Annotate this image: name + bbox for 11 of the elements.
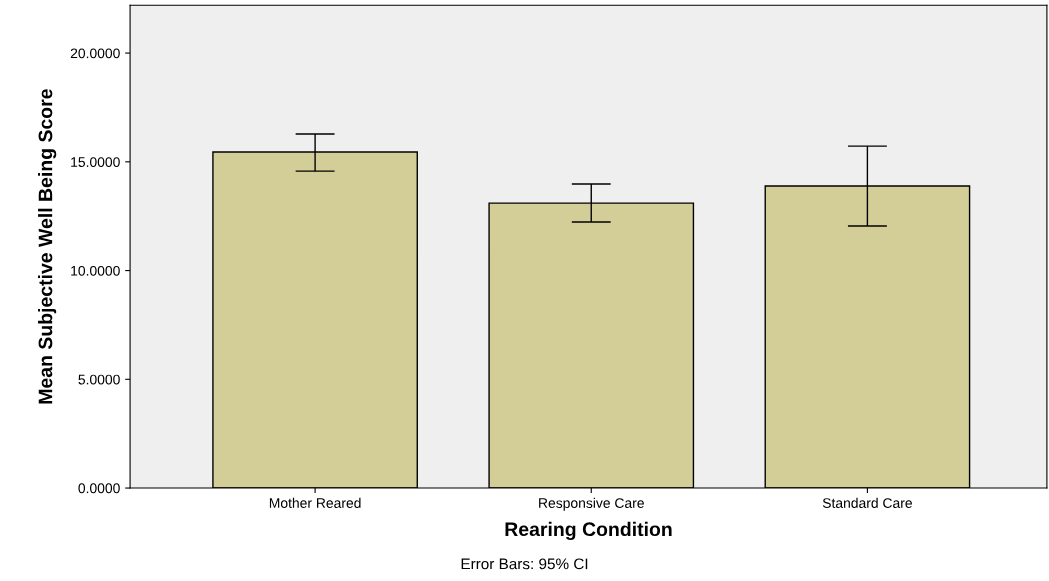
- x-axis-title: Rearing Condition: [505, 521, 672, 541]
- y-tick-label: 10.0000: [71, 265, 120, 276]
- text: Error Bars: 95% CI: [461, 558, 588, 570]
- y-tick-label: 15.0000: [71, 157, 120, 167]
- x-tick-label: Standard Care: [822, 497, 912, 508]
- x-tick-label: Mother Reared: [269, 497, 361, 508]
- y-tick-label: 5.0000: [78, 374, 120, 385]
- x-tick-label: Responsive Care: [539, 497, 644, 511]
- y-axis-title: Mean Subjective Well Being Score: [38, 89, 57, 404]
- y-tick-label: 20.0000: [70, 48, 120, 59]
- y-tick-label: 0.0000: [78, 483, 120, 494]
